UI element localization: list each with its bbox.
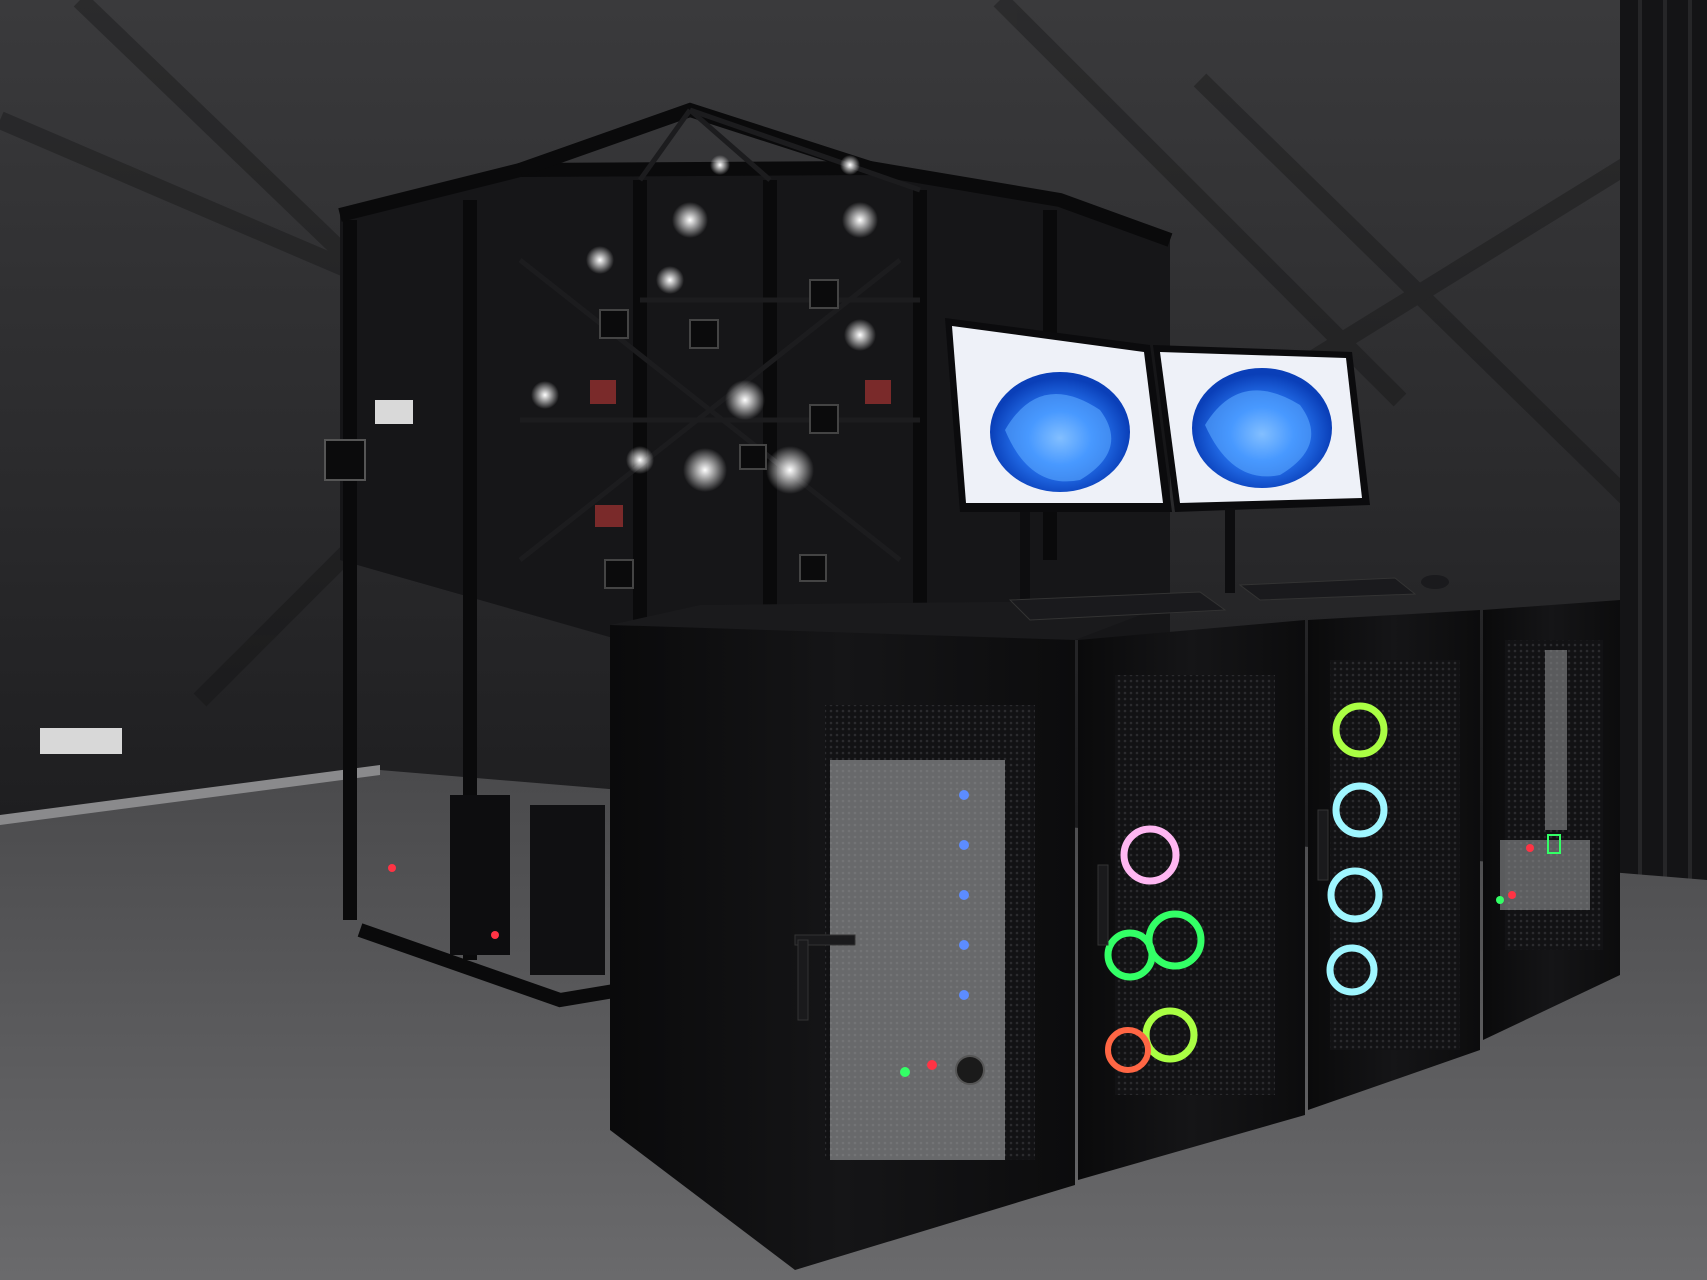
door-handle (794, 934, 856, 946)
door-handle (1317, 809, 1329, 881)
rig-lights (531, 155, 878, 494)
red-led (388, 864, 396, 872)
rgb-fans (1326, 702, 1388, 996)
rgb-fans (1104, 825, 1205, 1073)
power-button (955, 1055, 985, 1085)
wall-outlet (40, 728, 122, 754)
rig-base-box (450, 795, 510, 955)
monitor-right (1153, 345, 1370, 593)
door-handle (1097, 864, 1109, 946)
cabinet-3 (1308, 610, 1480, 1110)
cabinet-4 (1483, 600, 1620, 1040)
storage-unit (830, 760, 1005, 1160)
keyboard-right (1238, 577, 1417, 601)
cabinet-1 (610, 600, 1180, 1270)
mouse (1421, 575, 1449, 589)
rig-base-box (530, 805, 605, 975)
keyboard-left (1008, 591, 1227, 621)
blue-leds (959, 790, 969, 1000)
monitor-left (945, 318, 1172, 602)
red-led (491, 931, 499, 939)
rig-cameras (324, 279, 891, 589)
cabinet-2 (1078, 620, 1305, 1180)
red-led (927, 1060, 937, 1070)
red-led (1508, 891, 1516, 899)
green-led (1496, 896, 1504, 904)
green-led (900, 1067, 910, 1077)
floor-baseboard (0, 765, 380, 825)
red-led (1526, 844, 1534, 852)
